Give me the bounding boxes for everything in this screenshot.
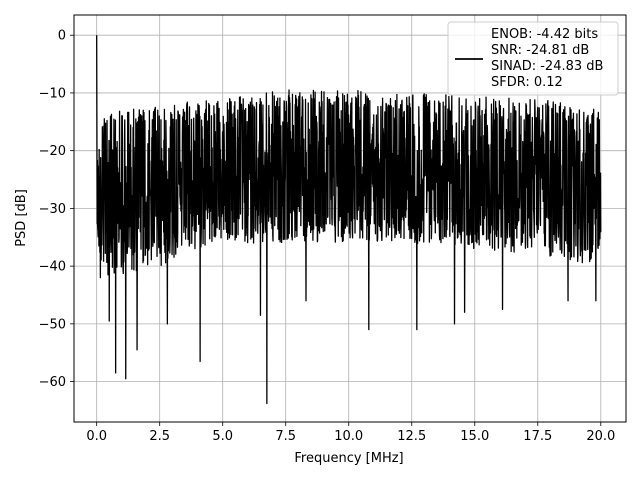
x-tick-label: 12.5 <box>397 429 426 444</box>
y-tick-label: −40 <box>39 260 66 275</box>
x-tick-label: 15.0 <box>460 429 489 444</box>
x-tick-label: 5.0 <box>212 429 233 444</box>
x-tick-label: 0.0 <box>86 429 107 444</box>
x-tick-label: 7.5 <box>275 429 296 444</box>
data-series <box>96 35 602 405</box>
legend: ENOB: -4.42 bits SNR: -24.81 dB SINAD: -… <box>447 21 619 96</box>
y-axis-title: PSD [dB] <box>14 189 29 247</box>
y-tick-label: −10 <box>39 86 66 101</box>
x-axis: 0.0 2.5 5.0 7.5 10.0 12.5 15.0 17.5 20.0 <box>86 422 615 444</box>
y-tick-label: −50 <box>39 317 66 332</box>
y-tick-label: 0 <box>58 29 66 44</box>
legend-line-sfdr: SFDR: 0.12 <box>491 75 563 90</box>
x-tick-label: 17.5 <box>523 429 552 444</box>
x-tick-label: 10.0 <box>334 429 363 444</box>
y-tick-label: −30 <box>39 202 66 217</box>
legend-box <box>447 21 619 96</box>
legend-line-enob: ENOB: -4.42 bits <box>491 27 598 42</box>
y-axis: 0 −10 −20 −30 −40 −50 −60 <box>39 29 74 390</box>
plot-frame <box>73 14 627 423</box>
legend-line-snr: SNR: -24.81 dB <box>491 43 589 58</box>
x-tick-label: 2.5 <box>149 429 170 444</box>
y-tick-label: −60 <box>39 375 66 390</box>
x-tick-label: 20.0 <box>586 429 615 444</box>
legend-line-sinad: SINAD: -24.83 dB <box>491 59 603 74</box>
y-tick-label: −20 <box>39 144 66 159</box>
x-axis-title: Frequency [MHz] <box>294 451 403 466</box>
psd-series-line <box>96 35 602 405</box>
